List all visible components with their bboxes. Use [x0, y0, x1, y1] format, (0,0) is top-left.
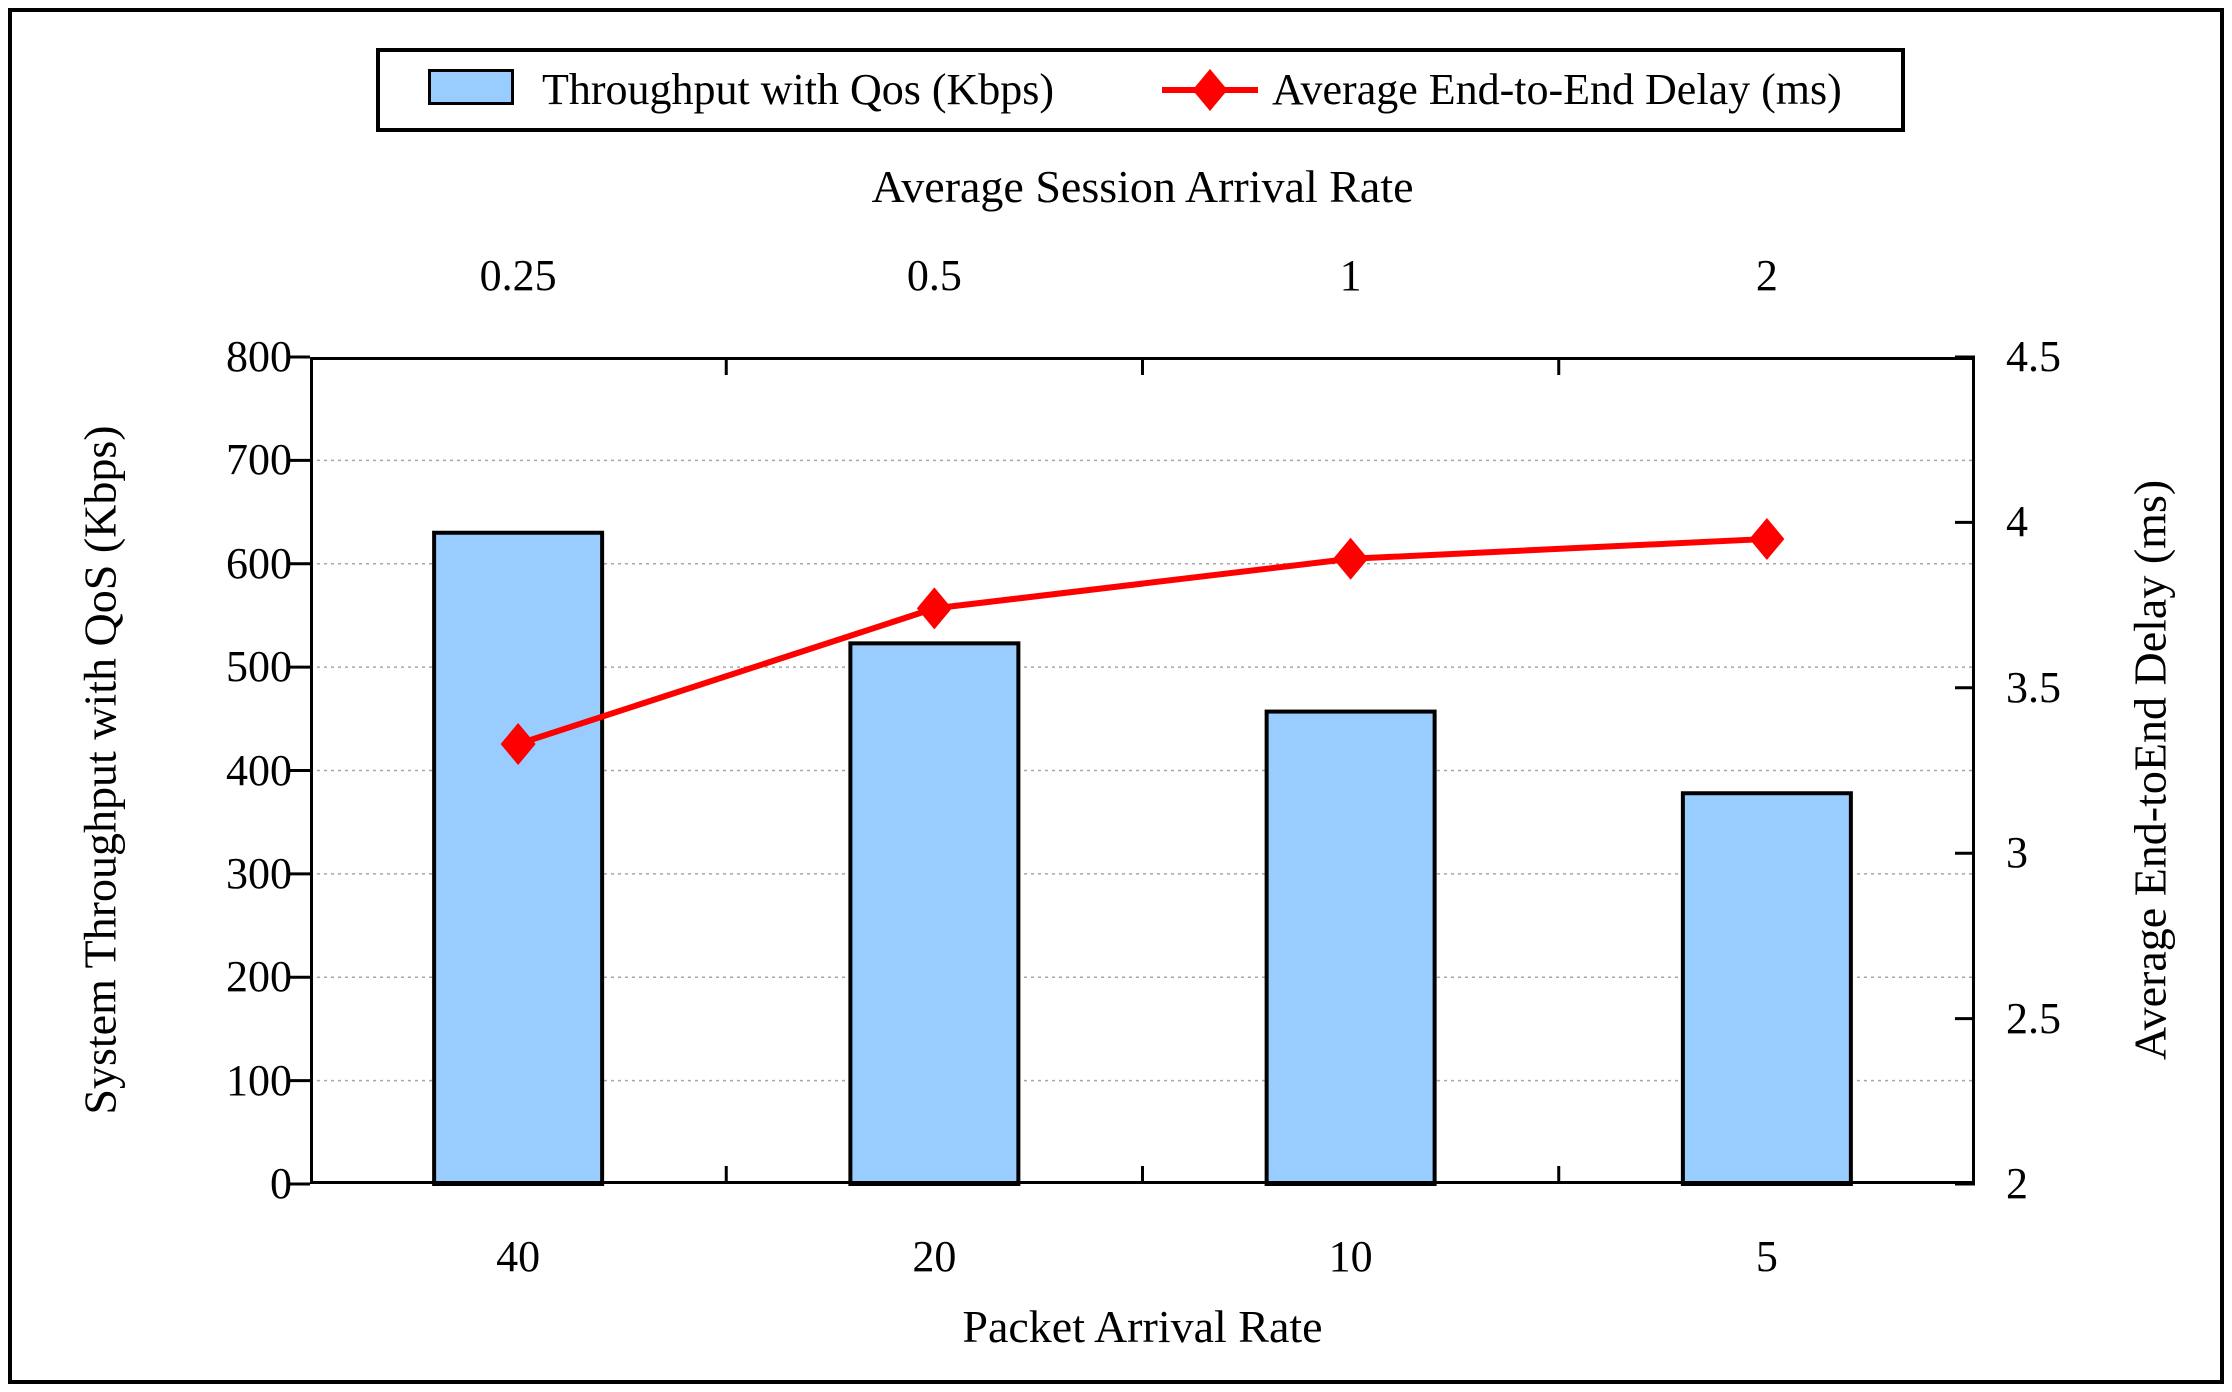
bottom-axis-tick-label: 40: [496, 1232, 541, 1281]
bottom-axis-title: Packet Arrival Rate: [962, 1301, 1323, 1352]
right-axis-tick-label: 4: [2006, 497, 2028, 547]
left-axis-tick-label: 800: [226, 332, 292, 381]
right-axis-tick-label: 3.5: [2006, 662, 2061, 712]
left-axis-tick-label: 200: [226, 952, 292, 1002]
legend-label-throughput: Throughput with Qos (Kbps): [542, 65, 1055, 114]
figure-border: [8, 8, 2224, 1384]
left-axis-tick-label: 700: [226, 435, 292, 485]
left-axis-tick-label: 300: [226, 848, 292, 898]
right-axis-tick-label: 4.5: [2006, 332, 2061, 381]
top-axis-tick-label: 2: [1755, 251, 1778, 300]
legend-bar-swatch: [428, 69, 514, 105]
delay-marker-diamond: [1749, 517, 1785, 560]
plot-border: [310, 357, 1975, 1184]
legend-marker-canvas: [1162, 69, 1258, 111]
right-axis-tick-label: 2: [2006, 1159, 2028, 1208]
plot-area: [290, 355, 1975, 1187]
throughput-bar: [432, 530, 605, 1187]
top-axis-tick-label: 0.25: [479, 251, 557, 300]
throughput-bar: [1680, 791, 1853, 1186]
right-axis-title: Average End-toEnd Delay (ms): [2124, 479, 2176, 1061]
delay-marker-diamond: [1333, 537, 1369, 580]
left-axis-tick-label: 400: [226, 745, 292, 795]
top-axis-tick-label: 0.5: [906, 251, 962, 300]
bottom-axis-tick-label: 5: [1755, 1232, 1778, 1281]
top-axis-tick-label: 1: [1339, 251, 1362, 300]
plot-canvas: [290, 355, 1975, 1187]
top-axis-title: Average Session Arrival Rate: [871, 161, 1414, 212]
throughput-bar: [848, 641, 1021, 1186]
right-axis-tick-label: 2.5: [2006, 993, 2061, 1043]
right-axis-tick-label: 3: [2006, 828, 2028, 878]
bottom-axis-tick-label: 10: [1328, 1232, 1373, 1281]
left-axis-tick-label: 600: [226, 538, 292, 588]
left-axis-tick-label: 500: [226, 642, 292, 692]
legend-diamond-icon: [1192, 69, 1228, 111]
legend-line-diamond-marker: [1162, 68, 1258, 112]
left-axis-tick-label: 100: [226, 1055, 292, 1105]
legend: Throughput with Qos (Kbps) Average End-t…: [376, 48, 1905, 132]
bottom-axis-tick-label: 20: [912, 1232, 957, 1281]
left-axis-tick-label: 0: [270, 1159, 292, 1208]
delay-marker-diamond: [916, 587, 952, 630]
delay-marker-diamond: [500, 723, 536, 766]
legend-label-delay: Average End-to-End Delay (ms): [1272, 65, 1842, 114]
delay-line: [517, 535, 1768, 747]
throughput-bar: [1264, 709, 1437, 1186]
